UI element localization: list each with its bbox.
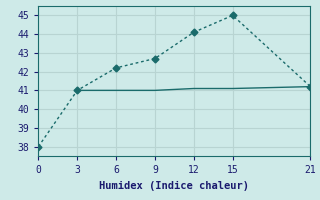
- X-axis label: Humidex (Indice chaleur): Humidex (Indice chaleur): [100, 181, 249, 191]
